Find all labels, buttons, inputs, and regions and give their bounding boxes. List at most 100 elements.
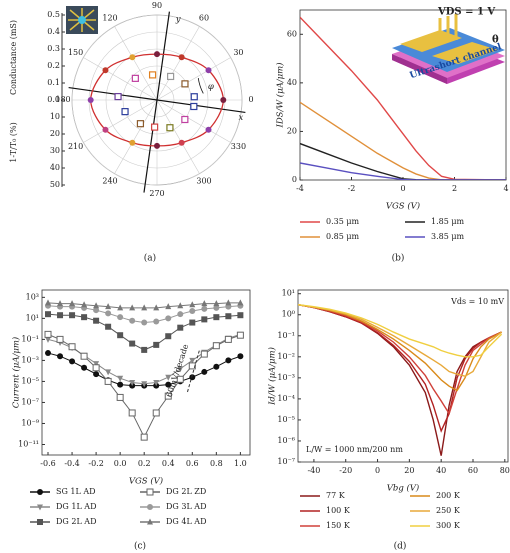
r2-tick-label: 10 <box>50 112 60 121</box>
series-line <box>298 304 502 416</box>
data-point <box>165 315 172 322</box>
angle-label: 60 <box>199 14 209 23</box>
data-point <box>104 377 112 385</box>
data-point <box>181 115 189 124</box>
series-line <box>47 313 241 351</box>
annotation: L/W = 1000 nm/200 nm <box>306 445 403 454</box>
data-point <box>141 304 148 311</box>
r2-tick-label: 40 <box>50 163 60 172</box>
r2-tick-label: 30 <box>50 146 60 155</box>
data-point <box>102 67 109 74</box>
data-point <box>128 409 136 417</box>
series-line <box>298 304 502 456</box>
y-tick-label: 10⁻⁷ <box>21 397 39 406</box>
legend-label: 77 K <box>326 491 346 500</box>
inset-label: θ <box>492 35 499 46</box>
data-point <box>121 108 129 116</box>
data-point <box>201 368 208 375</box>
data-point <box>189 374 196 381</box>
x-tick-label: -4 <box>296 184 304 193</box>
data-point <box>205 67 212 74</box>
plot-area <box>300 16 506 180</box>
legend-label: DG 4L AD <box>166 517 206 526</box>
data-point <box>189 308 196 315</box>
data-point <box>93 317 100 324</box>
y-tick-label: 10³ <box>26 292 39 301</box>
data-point <box>189 301 196 308</box>
caption: (d) <box>394 541 407 552</box>
legend-marker <box>147 518 153 525</box>
legend-label: 3.85 μm <box>431 232 465 241</box>
y-axis-line <box>143 11 171 193</box>
legend-label: SG 1L AD <box>56 487 96 496</box>
series-line <box>298 304 503 358</box>
x-tick-label: 20 <box>404 466 414 475</box>
x-tick-label: 0.0 <box>114 459 127 468</box>
x-axis-name: x <box>238 113 243 123</box>
x-tick-label: 40 <box>436 466 446 475</box>
data-point <box>81 301 88 308</box>
data-point <box>56 335 64 343</box>
data-point <box>220 97 227 103</box>
data-point <box>212 342 220 350</box>
data-point <box>69 300 76 307</box>
data-point <box>167 72 175 81</box>
data-point <box>116 393 124 401</box>
data-point <box>117 332 124 339</box>
x-tick-label: 1.0 <box>234 459 247 468</box>
data-point <box>81 364 88 371</box>
r-tick-label: 0.4 <box>47 27 60 36</box>
data-point <box>57 353 64 360</box>
caption: (a) <box>144 253 156 264</box>
data-point <box>93 302 100 309</box>
x-tick-label: 0.6 <box>186 459 199 468</box>
data-point <box>87 97 94 103</box>
y-tick-label: 10⁰ <box>282 310 295 319</box>
data-point <box>93 371 100 378</box>
data-point <box>140 433 148 441</box>
data-point <box>177 324 184 331</box>
legend-label: DG 3L AD <box>166 502 206 511</box>
inset-photo <box>66 6 98 34</box>
data-point <box>165 381 172 388</box>
data-point <box>177 311 184 318</box>
angle-label: 300 <box>196 176 211 185</box>
data-point <box>190 93 198 101</box>
r2-tick-label: 50 <box>50 180 60 189</box>
angle-label: 270 <box>149 189 164 198</box>
data-point <box>148 71 157 79</box>
polar-spoke <box>156 26 200 101</box>
polar-spoke <box>156 99 200 174</box>
data-point <box>136 120 145 128</box>
data-point <box>213 363 220 370</box>
polar-spoke <box>114 26 158 101</box>
y-tick-label: 10⁻¹¹ <box>18 439 39 448</box>
x-tick-label: -0.4 <box>64 459 79 468</box>
caption: (c) <box>134 541 146 552</box>
caption: (b) <box>392 253 405 264</box>
series-line <box>300 16 506 180</box>
data-point <box>153 379 160 386</box>
data-point <box>177 302 184 309</box>
data-point <box>225 313 232 320</box>
data-point <box>237 353 244 360</box>
data-point <box>213 304 220 311</box>
angle-label: 0 <box>248 95 253 104</box>
x-tick-label: 0 <box>375 466 380 475</box>
legend-marker <box>37 489 43 495</box>
angle-label: 240 <box>102 176 117 185</box>
y-axis-name: y <box>175 14 181 24</box>
angle-label: 330 <box>231 142 246 151</box>
data-point <box>205 126 212 133</box>
data-point <box>213 314 220 321</box>
x-tick-label: 4 <box>503 184 508 193</box>
data-point <box>141 319 148 326</box>
annotation: Vds = 10 mV <box>450 297 504 306</box>
legend-label: DG 2L AD <box>56 517 96 526</box>
r-tick-label: 0.0 <box>47 95 60 104</box>
legend-label: 0.85 μm <box>326 232 360 241</box>
x-tick-label: 0 <box>400 184 405 193</box>
legend-label: 100 K <box>326 506 351 515</box>
angle-label: 180 <box>55 95 70 104</box>
y-tick-label: 10⁻² <box>277 352 295 361</box>
